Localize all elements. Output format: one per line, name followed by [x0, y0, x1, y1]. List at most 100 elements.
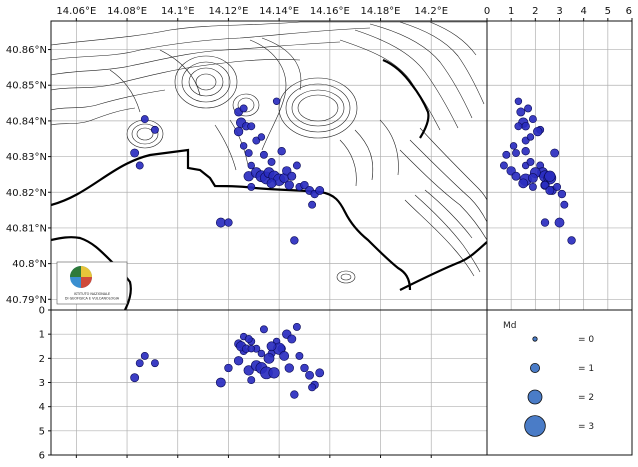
map-y-tick-label: 40.81°N	[6, 223, 47, 234]
bottom-y-tick-label: 6	[39, 451, 45, 462]
legend-items: = 0 = 1 = 2 = 3	[524, 335, 594, 437]
map-x-tick-label: 14.18°E	[361, 6, 401, 17]
bottom-event-marker	[257, 349, 266, 358]
magnitude-legend: Md = 0 = 1 = 2 = 3	[486, 309, 633, 456]
logo-text-line2: DI GEOFISICA E VULCANOLOGIA	[65, 297, 120, 301]
map-event-marker	[239, 142, 248, 150]
right-event-marker	[554, 217, 565, 228]
map-y-tick-label: 40.86°N	[6, 45, 47, 56]
map-event-marker	[130, 148, 140, 158]
right-x-tick-label: 3	[556, 6, 562, 17]
right-event-marker	[516, 107, 526, 117]
right-event-marker	[557, 189, 567, 199]
map-event-marker	[277, 147, 286, 156]
bottom-event-marker	[215, 377, 226, 388]
right-panel-event-markers	[499, 97, 576, 245]
right-event-marker	[509, 142, 518, 150]
map-event-marker	[244, 149, 253, 157]
map-event-marker	[233, 126, 244, 137]
map-event-marker	[259, 150, 268, 159]
bottom-event-marker	[287, 334, 297, 344]
map-longitude-ticks: 14.06°E 14.08°E 14.1°E 14.12°E 14.14°E 14.16°…	[56, 6, 448, 21]
bottom-event-marker	[268, 367, 280, 379]
legend-marker-md-3	[524, 415, 546, 437]
right-event-marker	[524, 104, 533, 113]
map-x-tick-label: 14.16°E	[310, 6, 350, 17]
map-x-tick-label: 14.1°E	[161, 6, 195, 17]
right-event-marker	[560, 200, 569, 209]
right-x-tick-label: 5	[605, 6, 611, 17]
right-x-tick-label: 1	[508, 6, 514, 17]
right-event-marker	[499, 161, 508, 170]
bottom-y-tick-label: 1	[39, 330, 45, 341]
right-event-marker	[528, 182, 537, 191]
map-event-marker	[308, 200, 317, 209]
right-event-marker	[521, 122, 530, 131]
legend-frame	[486, 309, 633, 456]
map-x-tick-label: 14.06°E	[56, 6, 96, 17]
right-event-marker	[521, 147, 530, 156]
bottom-event-marker	[140, 351, 149, 360]
map-panel: ISTITUTO NAZIONALE DI GEOFISICA E VULCAN…	[6, 6, 488, 311]
map-event-marker	[247, 182, 256, 191]
right-x-tick-label: 2	[532, 6, 538, 17]
right-event-marker	[528, 115, 537, 124]
map-y-tick-label: 40.83°N	[6, 152, 47, 163]
map-event-marker	[150, 125, 159, 134]
map-event-marker	[224, 218, 233, 227]
map-event-marker	[239, 104, 248, 113]
legend-label-md-3: = 3	[578, 422, 594, 432]
legend-label-md-2: = 2	[578, 393, 594, 403]
logo-text-line1: ISTITUTO NAZIONALE	[74, 292, 110, 296]
bottom-event-marker	[224, 363, 233, 373]
bottom-event-marker	[130, 373, 140, 383]
map-event-marker	[135, 161, 144, 170]
right-event-marker	[540, 218, 550, 227]
map-event-marker	[247, 122, 256, 131]
right-event-marker	[512, 149, 520, 157]
map-event-marker	[257, 133, 266, 141]
legend-marker-md-1	[530, 362, 541, 373]
bottom-panel-event-markers	[130, 322, 325, 399]
right-event-marker	[502, 150, 511, 159]
bottom-event-marker	[135, 359, 144, 368]
bottom-y-tick-label: 4	[39, 402, 45, 413]
right-event-marker	[550, 148, 560, 158]
map-event-marker	[290, 236, 299, 245]
bottom-event-marker	[247, 344, 255, 353]
bottom-event-marker	[279, 351, 290, 361]
bottom-y-tick-label: 5	[39, 426, 45, 437]
bottom-event-marker	[308, 383, 317, 392]
bottom-event-marker	[300, 363, 309, 373]
map-event-marker	[287, 171, 297, 181]
map-event-marker	[315, 186, 325, 195]
right-event-marker	[526, 157, 535, 166]
right-event-marker	[545, 186, 555, 195]
right-x-tick-label: 4	[580, 6, 586, 17]
right-event-marker	[518, 178, 529, 189]
map-x-tick-label: 14.14°E	[259, 6, 299, 17]
bottom-event-marker	[263, 352, 275, 364]
map-event-marker	[266, 178, 277, 189]
right-event-marker	[567, 236, 576, 245]
bottom-y-tick-label: 3	[39, 378, 45, 389]
bottom-event-marker	[284, 363, 294, 373]
map-event-marker	[140, 115, 149, 124]
right-event-marker	[511, 171, 521, 181]
right-event-marker	[514, 122, 523, 131]
map-y-tick-label: 40.82°N	[6, 188, 47, 199]
map-event-marker	[267, 157, 276, 166]
right-panel-depth-ticks: 0 1 2 3 4 5 6	[484, 6, 633, 21]
map-latitude-ticks: 40.79°N 40.8°N 40.81°N 40.82°N 40.83°N 40.84°…	[6, 45, 51, 306]
right-event-marker	[533, 126, 543, 137]
map-y-tick-label: 40.85°N	[6, 81, 47, 92]
map-event-marker	[247, 161, 255, 170]
right-event-marker	[553, 182, 562, 191]
legend-marker-md-2	[527, 389, 543, 405]
right-event-marker	[540, 180, 550, 190]
latitude-depth-panel: 0 1 2 3 4 5 6	[484, 6, 633, 311]
map-event-marker	[215, 217, 226, 228]
bottom-event-marker	[295, 351, 304, 360]
bottom-panel-depth-ticks: 0 1 2 3 4 5 6	[39, 306, 51, 462]
